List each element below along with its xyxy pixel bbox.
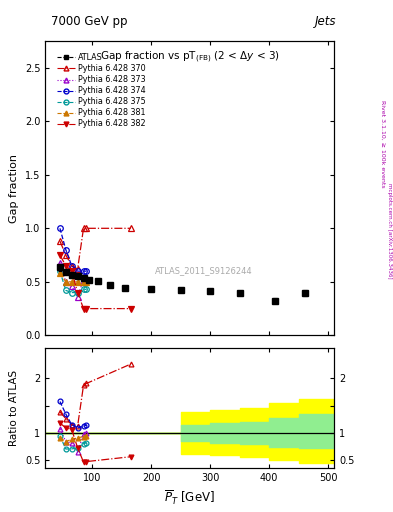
Text: 7000 GeV pp: 7000 GeV pp [51, 15, 128, 28]
Y-axis label: Ratio to ATLAS: Ratio to ATLAS [9, 370, 19, 446]
Text: Rivet 3.1.10, ≥ 100k events: Rivet 3.1.10, ≥ 100k events [381, 99, 386, 187]
Y-axis label: Gap fraction: Gap fraction [9, 154, 19, 223]
Text: Jets: Jets [314, 15, 336, 28]
Text: ATLAS_2011_S9126244: ATLAS_2011_S9126244 [155, 266, 253, 275]
Text: mcplots.cern.ch [arXiv:1306.3436]: mcplots.cern.ch [arXiv:1306.3436] [387, 183, 391, 278]
Legend: ATLAS, Pythia 6.428 370, Pythia 6.428 373, Pythia 6.428 374, Pythia 6.428 375, P: ATLAS, Pythia 6.428 370, Pythia 6.428 37… [55, 51, 149, 131]
X-axis label: $\overline{P}_T$ [GeV]: $\overline{P}_T$ [GeV] [164, 489, 215, 507]
Text: Gap fraction vs pT$_{\mathrm{(FB)}}$ (2 < $\Delta y$ < 3): Gap fraction vs pT$_{\mathrm{(FB)}}$ (2 … [100, 50, 279, 65]
